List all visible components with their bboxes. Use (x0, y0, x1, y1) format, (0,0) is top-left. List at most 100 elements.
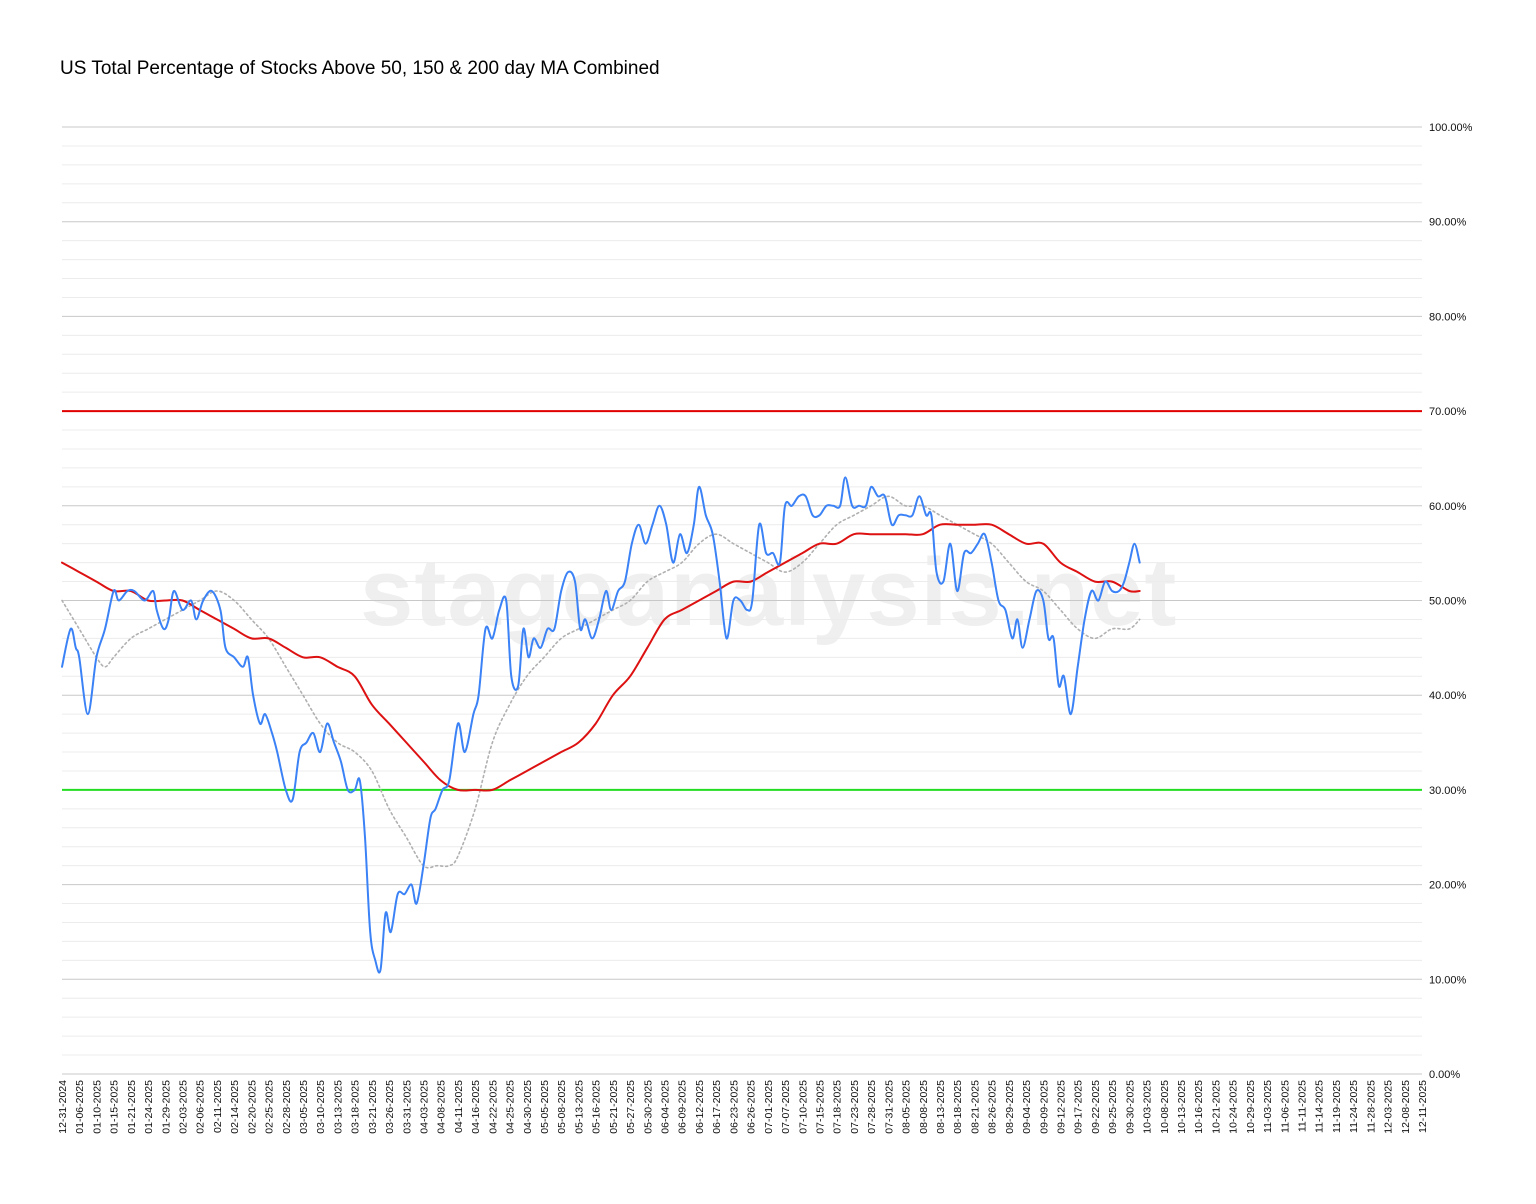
x-tick-label: 08-18-2025 (952, 1080, 964, 1134)
x-tick-label: 09-09-2025 (1038, 1080, 1050, 1134)
x-tick-label: 05-08-2025 (556, 1080, 568, 1134)
x-tick-label: 08-29-2025 (1004, 1080, 1016, 1134)
x-tick-label: 05-21-2025 (608, 1080, 620, 1134)
x-tick-label: 05-05-2025 (539, 1080, 551, 1134)
x-tick-label: 01-21-2025 (126, 1080, 138, 1134)
x-tick-label: 05-16-2025 (591, 1080, 603, 1134)
x-tick-label: 12-31-2024 (57, 1080, 69, 1134)
x-tick-label: 03-10-2025 (315, 1080, 327, 1134)
x-tick-label: 03-26-2025 (384, 1080, 396, 1134)
x-tick-label: 08-13-2025 (935, 1080, 947, 1134)
reference-lines (62, 410, 1422, 791)
x-tick-label: 03-05-2025 (298, 1080, 310, 1134)
x-tick-label: 02-06-2025 (195, 1080, 207, 1134)
x-tick-label: 07-10-2025 (797, 1080, 809, 1134)
x-tick-label: 11-24-2025 (1348, 1080, 1360, 1133)
x-tick-label: 05-27-2025 (625, 1080, 637, 1134)
y-tick-label: 50.00% (1429, 596, 1467, 608)
x-tick-label: 09-04-2025 (1021, 1080, 1033, 1134)
x-tick-label: 05-13-2025 (573, 1080, 585, 1134)
x-tick-label: 03-31-2025 (401, 1080, 413, 1134)
y-tick-label: 30.00% (1429, 785, 1467, 797)
series-line-2 (61, 523, 1141, 792)
x-tick-label: 08-26-2025 (987, 1080, 999, 1134)
x-tick-label: 10-08-2025 (1159, 1080, 1171, 1134)
x-tick-label: 09-22-2025 (1090, 1080, 1102, 1134)
x-tick-label: 08-21-2025 (969, 1080, 981, 1134)
x-tick-label: 07-01-2025 (763, 1080, 775, 1134)
x-tick-label: 10-13-2025 (1176, 1080, 1188, 1134)
x-tick-label: 10-24-2025 (1228, 1080, 1240, 1134)
x-tick-label: 09-30-2025 (1124, 1080, 1136, 1134)
x-tick-label: 04-30-2025 (522, 1080, 534, 1134)
x-tick-label: 04-22-2025 (487, 1080, 499, 1134)
x-tick-label: 07-15-2025 (814, 1080, 826, 1134)
x-tick-label: 07-07-2025 (780, 1080, 792, 1134)
x-tick-label: 07-23-2025 (849, 1080, 861, 1134)
x-tick-label: 11-03-2025 (1262, 1080, 1274, 1133)
y-tick-label: 10.00% (1429, 974, 1467, 986)
x-tick-label: 12-08-2025 (1400, 1080, 1412, 1134)
y-tick-label: 60.00% (1429, 501, 1467, 513)
x-tick-label: 06-04-2025 (660, 1080, 672, 1134)
grid-lines (62, 126, 1422, 1075)
x-tick-label: 01-29-2025 (160, 1080, 172, 1134)
x-tick-label: 02-28-2025 (281, 1080, 293, 1134)
x-tick-label: 11-11-2025 (1296, 1080, 1308, 1132)
x-tick-label: 07-28-2025 (866, 1080, 878, 1134)
x-tick-label: 01-24-2025 (143, 1080, 155, 1134)
x-tick-label: 06-09-2025 (677, 1080, 689, 1134)
x-tick-label: 01-10-2025 (91, 1080, 103, 1134)
x-tick-label: 09-25-2025 (1107, 1080, 1119, 1134)
x-tick-label: 06-26-2025 (746, 1080, 758, 1134)
y-tick-label: 90.00% (1429, 217, 1467, 229)
x-tick-label: 04-11-2025 (453, 1080, 465, 1133)
x-tick-label: 11-28-2025 (1365, 1080, 1377, 1133)
chart-title: US Total Percentage of Stocks Above 50, … (60, 58, 660, 79)
x-tick-label: 02-11-2025 (212, 1080, 224, 1133)
x-tick-label: 03-13-2025 (332, 1080, 344, 1134)
x-tick-label: 04-03-2025 (419, 1080, 431, 1134)
x-tick-label: 08-08-2025 (918, 1080, 930, 1134)
x-tick-label: 07-31-2025 (883, 1080, 895, 1134)
x-tick-label: 01-15-2025 (109, 1080, 121, 1134)
x-tick-label: 04-16-2025 (470, 1080, 482, 1134)
series-line-1 (61, 495, 1141, 869)
y-tick-label: 40.00% (1429, 690, 1467, 702)
x-tick-label: 08-05-2025 (901, 1080, 913, 1134)
x-tick-label: 06-17-2025 (711, 1080, 723, 1134)
x-tick-label: 02-03-2025 (178, 1080, 190, 1134)
series-lines (61, 476, 1141, 974)
x-tick-label: 03-18-2025 (350, 1080, 362, 1134)
x-tick-label: 01-06-2025 (74, 1080, 86, 1134)
x-tick-label: 10-03-2025 (1142, 1080, 1154, 1134)
x-axis-ticks: 12-31-2024 01-06-2025 01-10-2025 01-15-2025… (57, 1080, 1429, 1134)
y-tick-label: 0.00% (1429, 1069, 1460, 1081)
x-tick-label: 11-19-2025 (1331, 1080, 1343, 1133)
series-line-0 (61, 476, 1141, 974)
x-tick-label: 12-11-2025 (1417, 1080, 1429, 1133)
y-tick-label: 70.00% (1429, 406, 1467, 418)
x-tick-label: 05-30-2025 (642, 1080, 654, 1134)
y-axis-ticks: 0.00% 10.00% 20.00% 30.00% 40.00% 50.00% 60.00… (1429, 122, 1473, 1081)
x-tick-label: 10-16-2025 (1193, 1080, 1205, 1134)
x-tick-label: 04-25-2025 (505, 1080, 517, 1134)
x-tick-label: 03-21-2025 (367, 1080, 379, 1134)
x-tick-label: 02-20-2025 (246, 1080, 258, 1134)
x-tick-label: 09-12-2025 (1055, 1080, 1067, 1134)
x-tick-label: 10-21-2025 (1210, 1080, 1222, 1134)
x-tick-label: 12-03-2025 (1383, 1080, 1395, 1134)
y-tick-label: 100.00% (1429, 122, 1473, 134)
x-tick-label: 10-29-2025 (1245, 1080, 1257, 1134)
x-tick-label: 09-17-2025 (1073, 1080, 1085, 1134)
x-tick-label: 11-06-2025 (1279, 1080, 1291, 1133)
x-tick-label: 06-12-2025 (694, 1080, 706, 1134)
y-tick-label: 80.00% (1429, 311, 1467, 323)
x-tick-label: 06-23-2025 (728, 1080, 740, 1134)
x-tick-label: 11-14-2025 (1314, 1080, 1326, 1133)
y-tick-label: 20.00% (1429, 880, 1467, 892)
x-tick-label: 04-08-2025 (436, 1080, 448, 1134)
x-tick-label: 02-14-2025 (229, 1080, 241, 1134)
x-tick-label: 02-25-2025 (264, 1080, 276, 1134)
